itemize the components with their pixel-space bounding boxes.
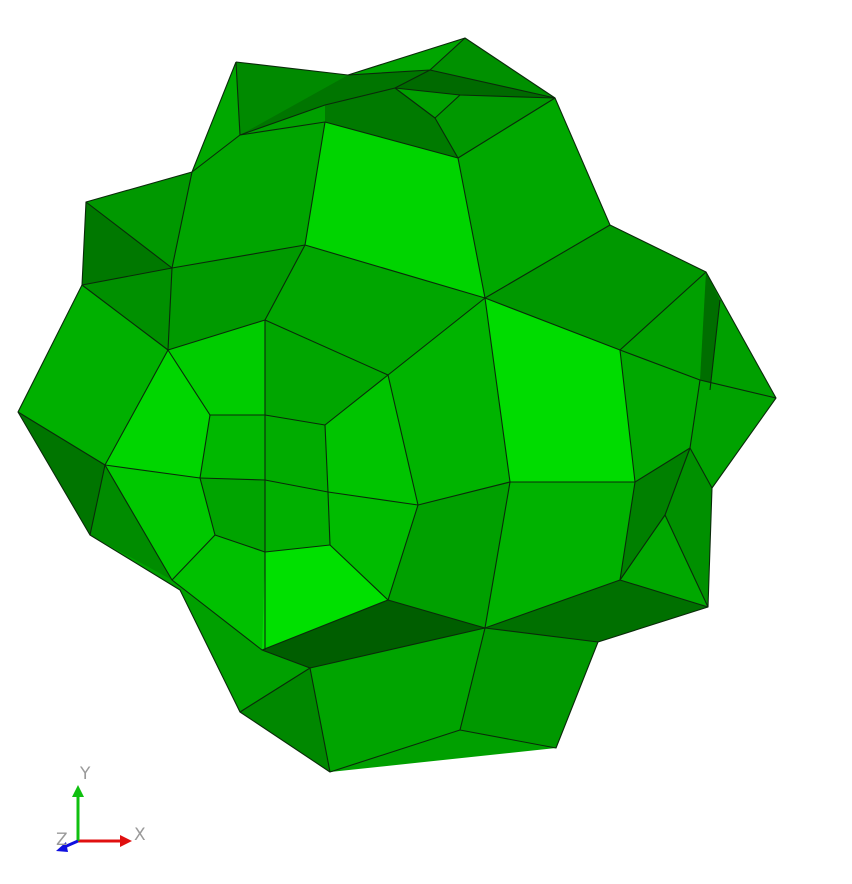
- z-axis-arrow: [56, 842, 68, 852]
- z-axis-label: Z: [56, 830, 68, 850]
- x-axis-label: X: [134, 825, 146, 845]
- y-axis-label: Y: [79, 764, 91, 784]
- x-axis-arrow: [120, 835, 132, 847]
- polyhedron-model[interactable]: [17, 37, 777, 773]
- y-axis-arrow: [72, 785, 84, 797]
- axis-triad: X Y Z: [56, 764, 146, 852]
- mesh-edges: [17, 37, 777, 773]
